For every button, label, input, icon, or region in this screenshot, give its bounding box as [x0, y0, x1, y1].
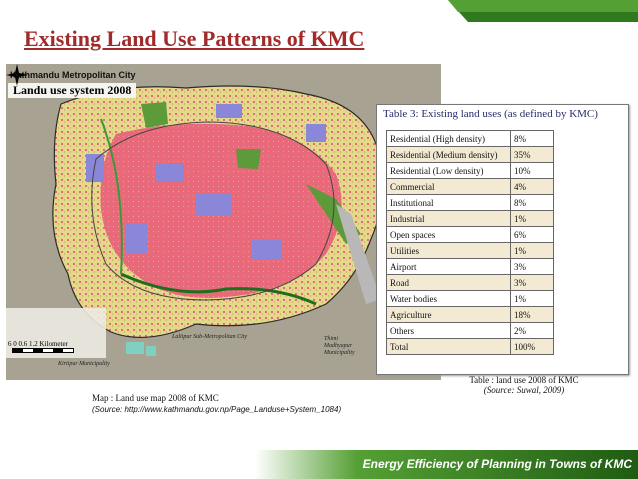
table-row: Water bodies 1%	[386, 290, 554, 307]
map-place-thimi: Thimi Madhyapur Municipality	[324, 336, 355, 356]
land-use-table-box: Table 3: Existing land uses (as defined …	[376, 104, 629, 375]
map-place-lalitpur: Lalitpur Sub-Metropolitan City	[172, 334, 248, 340]
institutional-zone	[216, 104, 242, 118]
map-city-label: Kathmandu Metropolitan City	[10, 70, 136, 80]
table-cell-pct: 10%	[510, 162, 554, 179]
table-cell-use: Residential (Low density)	[386, 162, 511, 179]
table-cell-pct: 3%	[510, 274, 554, 291]
table-caption: Table : land use 2008 of KMC (Source: Su…	[459, 375, 589, 395]
ring-road	[91, 121, 335, 301]
table-cell-pct: 6%	[510, 226, 554, 243]
table-row: Utilities 1%	[386, 242, 554, 259]
institutional-zone	[156, 164, 184, 182]
institutional-zone	[126, 224, 148, 254]
table-row: Agriculture 18%	[386, 306, 554, 323]
map-scale-bar	[12, 348, 74, 353]
table-cell-use: Airport	[386, 258, 511, 275]
table-row: Airport 3%	[386, 258, 554, 275]
table-cell-use: Agriculture	[386, 306, 511, 323]
airport-zone	[336, 204, 381, 304]
table-cell-use: Residential (Medium density)	[386, 146, 511, 163]
table-cell-use: Road	[386, 274, 511, 291]
table-caption-title: Table : land use 2008 of KMC	[469, 375, 579, 385]
table-cell-use: Industrial	[386, 210, 511, 227]
table-caption-source: (Source: Suwal, 2009)	[483, 385, 565, 395]
table-row: Others 2%	[386, 322, 554, 339]
footer-bar	[0, 450, 638, 479]
land-use-table: Residential (High density) 8% Residential…	[386, 130, 554, 355]
table-cell-pct: 8%	[510, 130, 554, 147]
table-cell-pct: 18%	[510, 306, 554, 323]
table-cell-pct: 3%	[510, 258, 554, 275]
table-cell-pct: 2%	[510, 322, 554, 339]
open-space	[141, 102, 168, 128]
table-row: Residential (Medium density) 35%	[386, 146, 554, 163]
table-row: Commercial 4%	[386, 178, 554, 195]
table-cell-use: Open spaces	[386, 226, 511, 243]
table-cell-use: Others	[386, 322, 511, 339]
institutional-zone	[196, 194, 231, 216]
table-cell-pct: 4%	[510, 178, 554, 195]
table-cell-pct: 1%	[510, 242, 554, 259]
table-cell-use: Commercial	[386, 178, 511, 195]
institutional-zone	[306, 124, 326, 142]
river	[100, 118, 123, 275]
map-scale-label: 6 0 0.6 1.2 Kilometer	[8, 340, 68, 348]
table-cell-pct: 35%	[510, 146, 554, 163]
table-row: Open spaces 6%	[386, 226, 554, 243]
map-caption: Map : Land use map 2008 of KMC	[92, 393, 219, 403]
land-use-map: Kathmandu Metropolitan City Landu use sy…	[6, 64, 441, 380]
map-source: (Source: http://www.kathmandu.gov.np/Pag…	[92, 405, 342, 414]
corner-decoration	[448, 0, 638, 22]
table-row: Industrial 1%	[386, 210, 554, 227]
table-cell-pct: 100%	[510, 338, 554, 355]
table-cell-use: Institutional	[386, 194, 511, 211]
table-cell-use: Residential (High density)	[386, 130, 511, 147]
table-cell-use: Total	[386, 338, 511, 355]
table-row: Road 3%	[386, 274, 554, 291]
table-row: Residential (High density) 8%	[386, 130, 554, 147]
map-system-label: Landu use system 2008	[8, 83, 137, 98]
open-space	[236, 149, 261, 169]
table-row: Residential (Low density) 10%	[386, 162, 554, 179]
institutional-zone	[86, 154, 104, 182]
river	[120, 272, 317, 306]
table-title: Table 3: Existing land uses (as defined …	[383, 108, 598, 120]
table-cell-use: Utilities	[386, 242, 511, 259]
table-row: Total 100%	[386, 338, 554, 355]
institutional-zone	[251, 239, 281, 259]
north-arrow-icon	[6, 64, 28, 86]
table-row: Institutional 8%	[386, 194, 554, 211]
table-cell-pct: 1%	[510, 210, 554, 227]
table-cell-pct: 8%	[510, 194, 554, 211]
slide-title: Existing Land Use Patterns of KMC	[24, 26, 365, 51]
footer-text: Energy Efficiency of Planning in Towns o…	[362, 457, 632, 471]
table-cell-use: Water bodies	[386, 290, 511, 307]
table-cell-pct: 1%	[510, 290, 554, 307]
map-place-kirtipur: Kirtipur Municipality	[58, 361, 110, 367]
